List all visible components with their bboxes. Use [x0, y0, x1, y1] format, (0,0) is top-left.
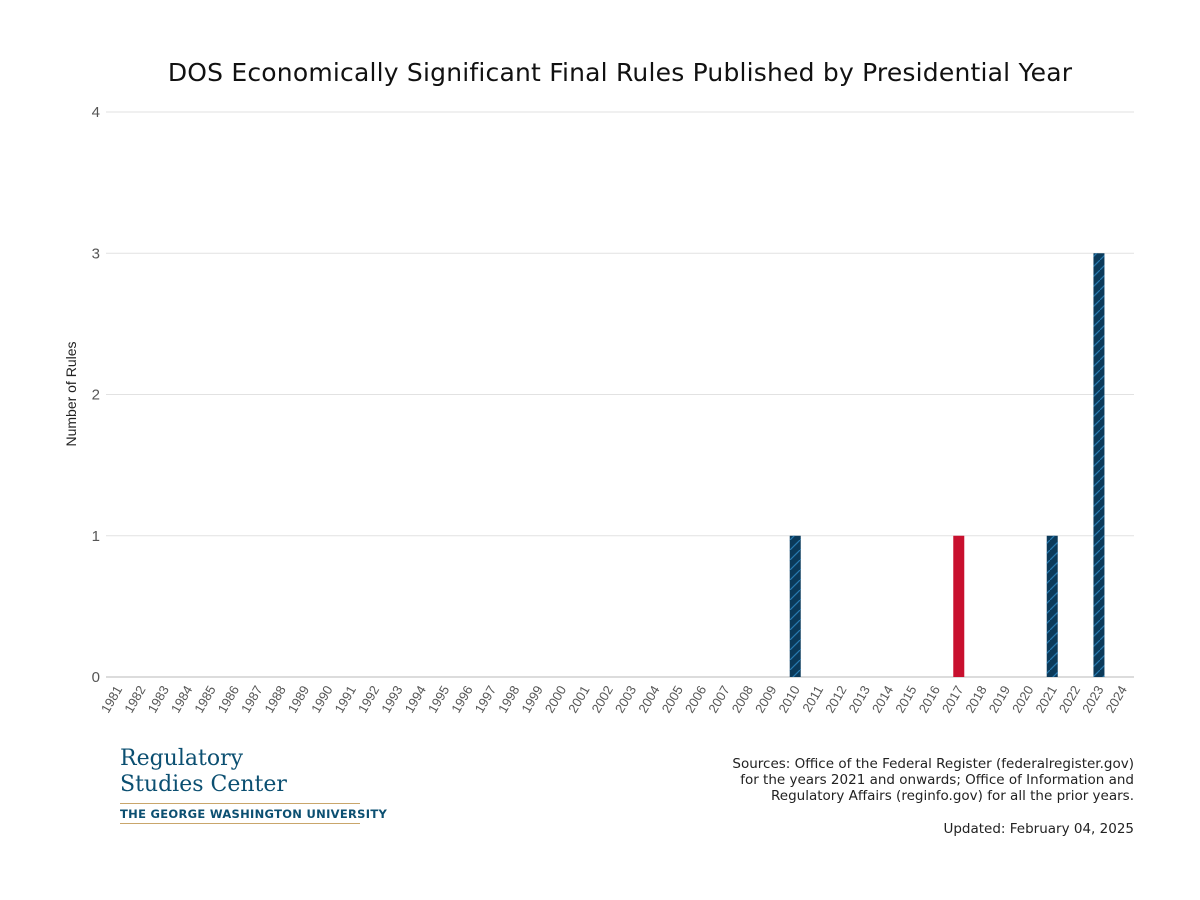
- x-tick-label: 2001: [565, 683, 592, 716]
- x-tick-label: 2024: [1102, 683, 1129, 716]
- x-tick-label: 2023: [1079, 683, 1106, 716]
- updated-date: Updated: February 04, 2025: [943, 821, 1134, 837]
- x-tick-label: 1997: [472, 683, 499, 716]
- x-tick-label: 1993: [378, 683, 405, 716]
- y-tick-label: 3: [92, 245, 100, 262]
- x-tick-label: 1985: [191, 683, 218, 716]
- bars: [789, 253, 1105, 677]
- logo-line-1: Regulatory: [120, 746, 244, 771]
- bar-hatch-2021: [1046, 535, 1058, 677]
- x-tick-label: 2012: [822, 683, 849, 716]
- x-tick-label: 2020: [1009, 683, 1036, 716]
- sources-note: Sources: Office of the Federal Register …: [614, 756, 1134, 804]
- bar-hatch-2010: [789, 535, 801, 677]
- x-tick-label: 1984: [168, 683, 195, 716]
- x-tick-label: 2007: [705, 683, 732, 716]
- x-tick-label: 1999: [518, 683, 545, 716]
- x-tick-label: 2017: [939, 683, 966, 716]
- x-tick-label: 2018: [962, 683, 989, 716]
- x-tick-label: 2011: [799, 683, 826, 715]
- x-tick-label: 2019: [986, 683, 1013, 716]
- x-tick-label: 2000: [542, 683, 569, 716]
- x-tick-label: 1989: [285, 683, 312, 716]
- x-tick-label: 1994: [402, 683, 429, 716]
- x-tick-label: 1996: [448, 683, 475, 716]
- y-tick-label: 2: [92, 387, 100, 404]
- x-tick-label: 2002: [588, 683, 615, 716]
- logo-line-2: Studies Center: [120, 772, 287, 797]
- x-tick-label: 2003: [612, 683, 639, 716]
- sources-line-3: Regulatory Affairs (reginfo.gov) for all…: [771, 788, 1134, 804]
- x-tick-labels: 1981198219831984198519861987198819891990…: [98, 683, 1130, 716]
- y-tick-label: 1: [92, 528, 100, 545]
- x-tick-label: 1986: [215, 683, 242, 716]
- x-tick-label: 2004: [635, 683, 662, 716]
- x-tick-label: 2009: [752, 683, 779, 716]
- x-tick-label: 2013: [845, 683, 872, 716]
- y-tick-labels: 0 1 2 3 4: [92, 104, 100, 686]
- x-tick-label: 2022: [1056, 683, 1083, 716]
- x-tick-label: 1982: [121, 683, 148, 716]
- chart-title: DOS Economically Significant Final Rules…: [167, 58, 1073, 87]
- x-tick-label: 2016: [916, 683, 943, 716]
- x-tick-label: 1990: [308, 683, 335, 716]
- x-tick-label: 2014: [869, 683, 896, 716]
- y-tick-label: 4: [92, 104, 100, 121]
- grid-lines: [106, 111, 1134, 678]
- x-tick-label: 2010: [775, 683, 802, 716]
- bar-hatch-2023: [1093, 253, 1105, 677]
- y-tick-label: 0: [92, 669, 100, 686]
- sources-line-2: for the years 2021 and onwards; Office o…: [740, 772, 1134, 788]
- x-tick-label: 2005: [659, 683, 686, 716]
- x-tick-label: 1987: [238, 683, 265, 716]
- x-tick-label: 2006: [682, 683, 709, 716]
- logo-divider: [120, 803, 360, 804]
- x-tick-label: 1983: [145, 683, 172, 716]
- x-tick-label: 1981: [98, 683, 125, 716]
- bar-2017: [953, 535, 965, 677]
- x-tick-label: 1992: [355, 683, 382, 716]
- logo-line-3: THE GEORGE WASHINGTON UNIVERSITY: [120, 807, 388, 821]
- x-tick-label: 2015: [892, 683, 919, 716]
- x-tick-label: 1988: [261, 683, 288, 716]
- x-tick-label: 2021: [1032, 683, 1059, 716]
- logo: Regulatory Studies Center THE GEORGE WAS…: [120, 746, 388, 824]
- x-tick-label: 1998: [495, 683, 522, 716]
- x-tick-label: 2008: [729, 683, 756, 716]
- sources-line-1: Sources: Office of the Federal Register …: [732, 756, 1134, 772]
- logo-divider-bottom: [120, 823, 360, 824]
- x-tick-label: 1991: [331, 683, 358, 716]
- y-axis-label: Number of Rules: [63, 341, 79, 446]
- x-tick-label: 1995: [425, 683, 452, 716]
